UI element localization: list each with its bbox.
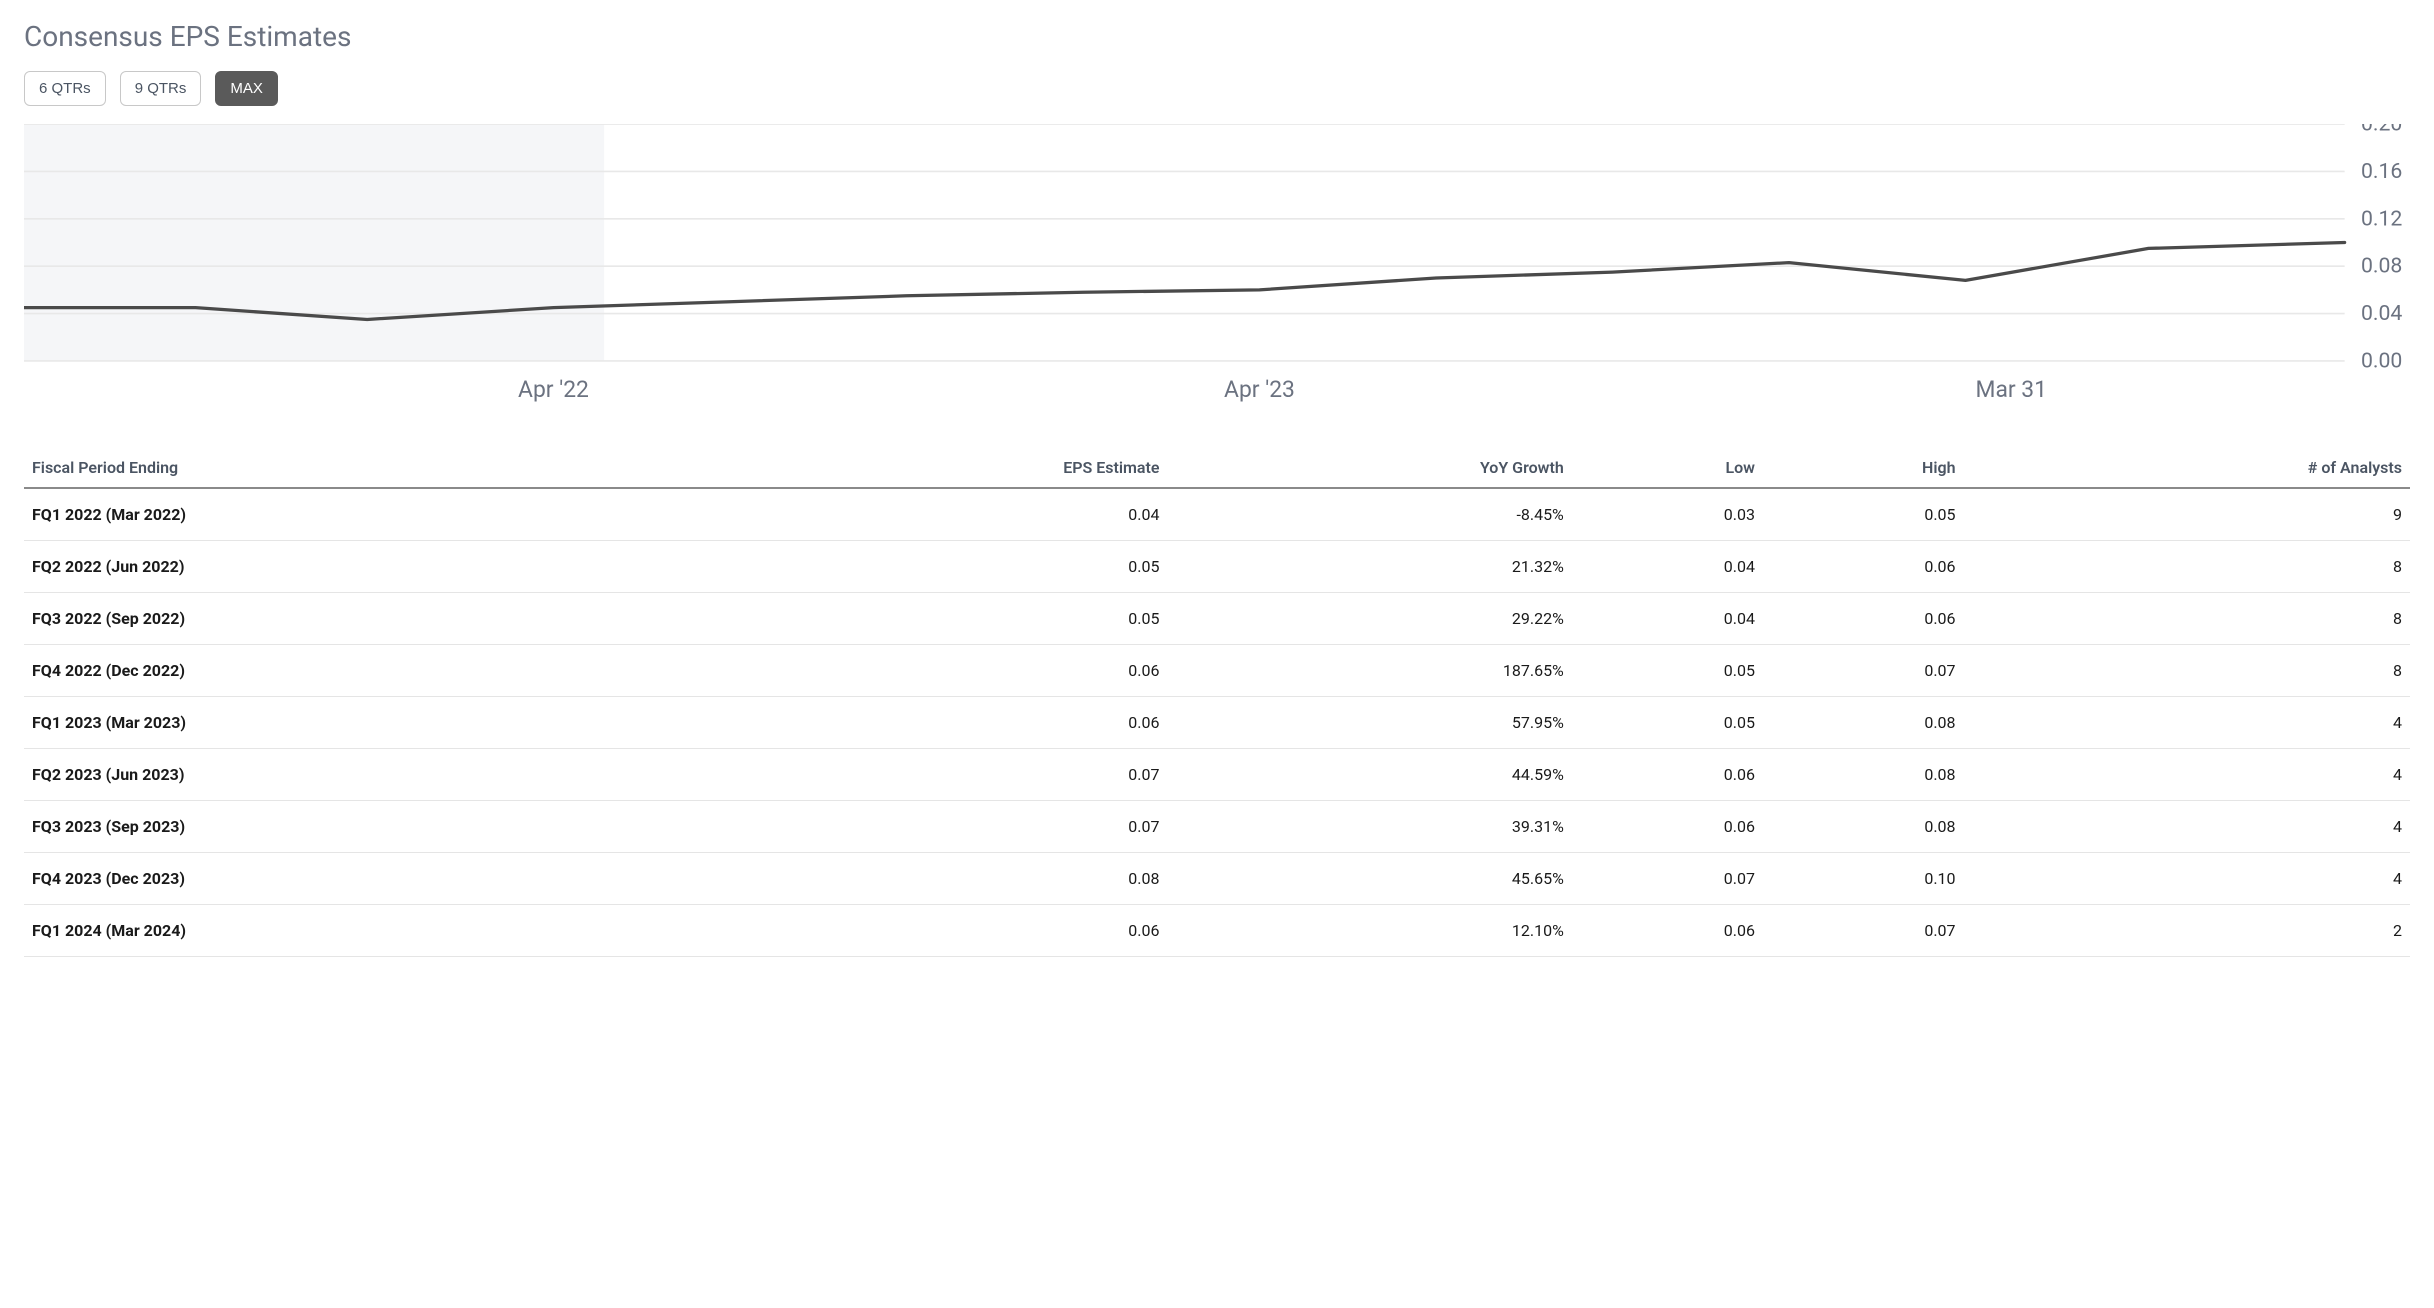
table-cell: 2 — [1964, 905, 2410, 957]
table-cell: 0.06 — [1572, 801, 1763, 853]
eps-chart: 0.00 0.04 0.08 0.12 0.16 0.20 Apr '22 Apr '23 Ma… — [24, 124, 2410, 418]
table-cell: 12.10% — [1167, 905, 1571, 957]
table-body: FQ1 2022 (Mar 2022)0.04-8.45%0.030.059FQ… — [24, 488, 2410, 957]
table-cell: 0.05 — [1763, 488, 1964, 541]
table-cell: 8 — [1964, 541, 2410, 593]
table-cell: 0.07 — [1763, 905, 1964, 957]
table-cell: 0.04 — [713, 488, 1168, 541]
table-cell: FQ1 2022 (Mar 2022) — [24, 488, 713, 541]
table-cell: 0.07 — [713, 801, 1168, 853]
table-cell: 0.06 — [713, 697, 1168, 749]
table-cell: 0.08 — [1763, 697, 1964, 749]
column-header: # of Analysts — [1964, 448, 2410, 488]
table-cell: 21.32% — [1167, 541, 1571, 593]
table-row: FQ3 2022 (Sep 2022)0.0529.22%0.040.068 — [24, 593, 2410, 645]
table-cell: 0.05 — [713, 541, 1168, 593]
table-row: FQ1 2022 (Mar 2022)0.04-8.45%0.030.059 — [24, 488, 2410, 541]
table-row: FQ1 2024 (Mar 2024)0.0612.10%0.060.072 — [24, 905, 2410, 957]
table-row: FQ2 2022 (Jun 2022)0.0521.32%0.040.068 — [24, 541, 2410, 593]
table-cell: 29.22% — [1167, 593, 1571, 645]
table-row: FQ4 2022 (Dec 2022)0.06187.65%0.050.078 — [24, 645, 2410, 697]
table-cell: 57.95% — [1167, 697, 1571, 749]
table-cell: 9 — [1964, 488, 2410, 541]
table-row: FQ1 2023 (Mar 2023)0.0657.95%0.050.084 — [24, 697, 2410, 749]
table-cell: 8 — [1964, 645, 2410, 697]
svg-text:0.00: 0.00 — [2361, 348, 2402, 373]
estimates-table: Fiscal Period EndingEPS EstimateYoY Grow… — [24, 448, 2410, 957]
column-header: Low — [1572, 448, 1763, 488]
table-cell: FQ4 2023 (Dec 2023) — [24, 853, 713, 905]
table-cell: 0.05 — [1572, 645, 1763, 697]
svg-text:0.20: 0.20 — [2361, 124, 2402, 137]
table-header: Fiscal Period EndingEPS EstimateYoY Grow… — [24, 448, 2410, 488]
table-row: FQ3 2023 (Sep 2023)0.0739.31%0.060.084 — [24, 801, 2410, 853]
table-cell: 4 — [1964, 697, 2410, 749]
column-header: Fiscal Period Ending — [24, 448, 713, 488]
svg-text:0.16: 0.16 — [2361, 159, 2402, 184]
page-title: Consensus EPS Estimates — [24, 20, 2410, 53]
table-row: FQ2 2023 (Jun 2023)0.0744.59%0.060.084 — [24, 749, 2410, 801]
svg-text:Apr '22: Apr '22 — [518, 376, 589, 403]
table-cell: 0.06 — [1572, 905, 1763, 957]
table-cell: FQ3 2022 (Sep 2022) — [24, 593, 713, 645]
table-cell: 0.06 — [713, 905, 1168, 957]
table-cell: FQ3 2023 (Sep 2023) — [24, 801, 713, 853]
table-cell: 0.06 — [713, 645, 1168, 697]
table-cell: 39.31% — [1167, 801, 1571, 853]
svg-text:0.04: 0.04 — [2361, 301, 2402, 326]
eps-chart-svg: 0.00 0.04 0.08 0.12 0.16 0.20 Apr '22 Apr '23 Ma… — [24, 124, 2410, 418]
table-cell: 0.05 — [1572, 697, 1763, 749]
range-button-max[interactable]: MAX — [215, 71, 278, 106]
table-cell: 187.65% — [1167, 645, 1571, 697]
column-header: YoY Growth — [1167, 448, 1571, 488]
table-cell: FQ1 2024 (Mar 2024) — [24, 905, 713, 957]
table-cell: 0.08 — [1763, 749, 1964, 801]
table-cell: 0.04 — [1572, 593, 1763, 645]
range-button-9-qtrs[interactable]: 9 QTRs — [120, 71, 202, 106]
range-button-group: 6 QTRs 9 QTRs MAX — [24, 71, 2410, 106]
table-cell: -8.45% — [1167, 488, 1571, 541]
table-cell: 0.08 — [713, 853, 1168, 905]
table-cell: FQ1 2023 (Mar 2023) — [24, 697, 713, 749]
table-cell: 8 — [1964, 593, 2410, 645]
table-cell: 4 — [1964, 749, 2410, 801]
svg-text:0.12: 0.12 — [2361, 206, 2402, 231]
svg-text:0.08: 0.08 — [2361, 254, 2402, 279]
table-cell: 0.06 — [1763, 593, 1964, 645]
table-cell: 4 — [1964, 801, 2410, 853]
table-cell: FQ2 2022 (Jun 2022) — [24, 541, 713, 593]
svg-text:Mar 31: Mar 31 — [1975, 376, 2047, 403]
column-header: EPS Estimate — [713, 448, 1168, 488]
table-cell: 4 — [1964, 853, 2410, 905]
table-cell: 0.10 — [1763, 853, 1964, 905]
table-cell: 45.65% — [1167, 853, 1571, 905]
range-button-6-qtrs[interactable]: 6 QTRs — [24, 71, 106, 106]
table-cell: 0.03 — [1572, 488, 1763, 541]
column-header: High — [1763, 448, 1964, 488]
svg-text:Apr '23: Apr '23 — [1224, 376, 1295, 403]
table-cell: FQ4 2022 (Dec 2022) — [24, 645, 713, 697]
table-cell: 0.07 — [713, 749, 1168, 801]
table-cell: 44.59% — [1167, 749, 1571, 801]
table-row: FQ4 2023 (Dec 2023)0.0845.65%0.070.104 — [24, 853, 2410, 905]
table-cell: 0.06 — [1572, 749, 1763, 801]
table-cell: 0.05 — [713, 593, 1168, 645]
table-cell: 0.08 — [1763, 801, 1964, 853]
table-cell: FQ2 2023 (Jun 2023) — [24, 749, 713, 801]
table-cell: 0.07 — [1763, 645, 1964, 697]
table-cell: 0.07 — [1572, 853, 1763, 905]
table-cell: 0.04 — [1572, 541, 1763, 593]
table-cell: 0.06 — [1763, 541, 1964, 593]
